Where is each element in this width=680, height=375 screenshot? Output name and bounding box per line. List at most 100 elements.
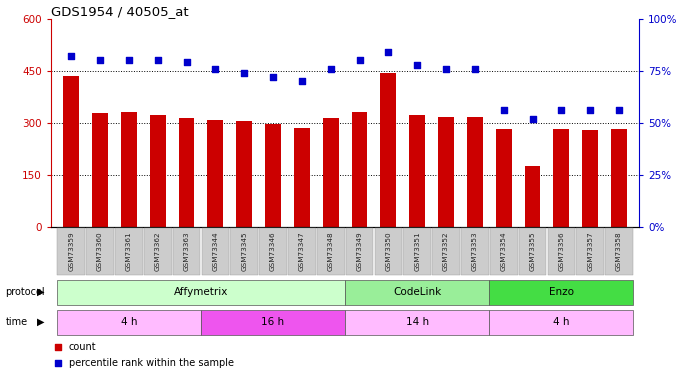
Text: GSM73351: GSM73351 <box>414 231 420 271</box>
Text: 14 h: 14 h <box>406 317 429 327</box>
Point <box>404 135 415 141</box>
FancyBboxPatch shape <box>547 228 575 274</box>
Point <box>239 70 250 76</box>
FancyBboxPatch shape <box>605 228 633 274</box>
Bar <box>380 73 396 227</box>
Text: protocol: protocol <box>5 287 45 297</box>
Bar <box>582 130 598 227</box>
Text: GSM73360: GSM73360 <box>97 231 103 271</box>
Bar <box>496 129 511 227</box>
Point <box>404 280 415 286</box>
Bar <box>554 129 569 227</box>
Point <box>267 74 278 80</box>
Text: GSM73355: GSM73355 <box>530 231 536 271</box>
Point <box>613 107 624 113</box>
FancyBboxPatch shape <box>345 280 490 304</box>
Text: count: count <box>69 342 97 352</box>
Point <box>325 66 336 72</box>
Point <box>66 53 77 59</box>
Point <box>556 107 567 113</box>
Point <box>181 60 192 66</box>
Text: GSM73346: GSM73346 <box>270 231 276 271</box>
Text: GSM73352: GSM73352 <box>443 231 449 271</box>
Point <box>412 62 423 68</box>
FancyBboxPatch shape <box>259 228 287 274</box>
FancyBboxPatch shape <box>56 280 345 304</box>
Bar <box>179 118 194 227</box>
Text: GSM73361: GSM73361 <box>126 231 132 271</box>
Point <box>441 66 452 72</box>
Point <box>354 57 365 63</box>
Bar <box>524 166 541 227</box>
FancyBboxPatch shape <box>375 228 402 274</box>
FancyBboxPatch shape <box>345 310 490 334</box>
Text: GSM73356: GSM73356 <box>558 231 564 271</box>
FancyBboxPatch shape <box>345 228 373 274</box>
Point <box>383 49 394 55</box>
Text: ▶: ▶ <box>37 317 45 327</box>
Text: GSM73354: GSM73354 <box>500 231 507 271</box>
Bar <box>121 112 137 227</box>
Text: ▶: ▶ <box>37 287 45 297</box>
Point <box>95 57 105 63</box>
Bar <box>438 117 454 227</box>
Bar <box>265 123 281 227</box>
FancyBboxPatch shape <box>461 228 489 274</box>
FancyBboxPatch shape <box>144 228 171 274</box>
Text: GSM73349: GSM73349 <box>356 231 362 271</box>
Text: GSM73359: GSM73359 <box>68 231 74 271</box>
Text: 4 h: 4 h <box>553 317 570 327</box>
Text: percentile rank within the sample: percentile rank within the sample <box>69 358 234 368</box>
Point <box>210 66 221 72</box>
FancyBboxPatch shape <box>86 228 114 274</box>
FancyBboxPatch shape <box>173 228 201 274</box>
FancyBboxPatch shape <box>432 228 460 274</box>
FancyBboxPatch shape <box>231 228 258 274</box>
FancyBboxPatch shape <box>115 228 143 274</box>
Bar <box>323 118 339 227</box>
FancyBboxPatch shape <box>577 228 604 274</box>
FancyBboxPatch shape <box>57 228 85 274</box>
FancyBboxPatch shape <box>490 310 634 334</box>
FancyBboxPatch shape <box>519 228 546 274</box>
Bar <box>92 113 108 227</box>
Bar <box>409 115 425 227</box>
Text: GSM73344: GSM73344 <box>212 231 218 271</box>
Point <box>469 66 480 72</box>
Bar <box>352 112 367 227</box>
Bar <box>236 121 252 227</box>
FancyBboxPatch shape <box>201 310 345 334</box>
Text: GSM73345: GSM73345 <box>241 231 248 271</box>
Bar <box>207 120 223 227</box>
FancyBboxPatch shape <box>490 280 634 304</box>
Bar <box>467 117 483 227</box>
Text: GSM73362: GSM73362 <box>154 231 160 271</box>
Text: time: time <box>5 317 28 327</box>
Text: GSM73358: GSM73358 <box>616 231 622 271</box>
FancyBboxPatch shape <box>317 228 345 274</box>
Point <box>123 57 134 63</box>
FancyBboxPatch shape <box>403 228 431 274</box>
Point <box>498 107 509 113</box>
Point <box>527 116 538 122</box>
Text: GDS1954 / 40505_at: GDS1954 / 40505_at <box>51 4 188 18</box>
Text: GSM73348: GSM73348 <box>328 231 334 271</box>
Bar <box>150 115 166 227</box>
FancyBboxPatch shape <box>201 228 229 274</box>
Text: GSM73357: GSM73357 <box>588 231 593 271</box>
Text: GSM73353: GSM73353 <box>472 231 478 271</box>
Text: Enzo: Enzo <box>549 287 574 297</box>
Text: GSM73363: GSM73363 <box>184 231 190 271</box>
FancyBboxPatch shape <box>288 228 316 274</box>
Bar <box>294 128 310 227</box>
Text: 4 h: 4 h <box>120 317 137 327</box>
Bar <box>63 76 79 227</box>
Text: Affymetrix: Affymetrix <box>174 287 228 297</box>
Text: GSM73347: GSM73347 <box>299 231 305 271</box>
Text: GSM73350: GSM73350 <box>386 231 392 271</box>
Bar <box>611 129 627 227</box>
FancyBboxPatch shape <box>56 310 201 334</box>
Text: 16 h: 16 h <box>261 317 284 327</box>
Point <box>296 78 307 84</box>
FancyBboxPatch shape <box>490 228 517 274</box>
